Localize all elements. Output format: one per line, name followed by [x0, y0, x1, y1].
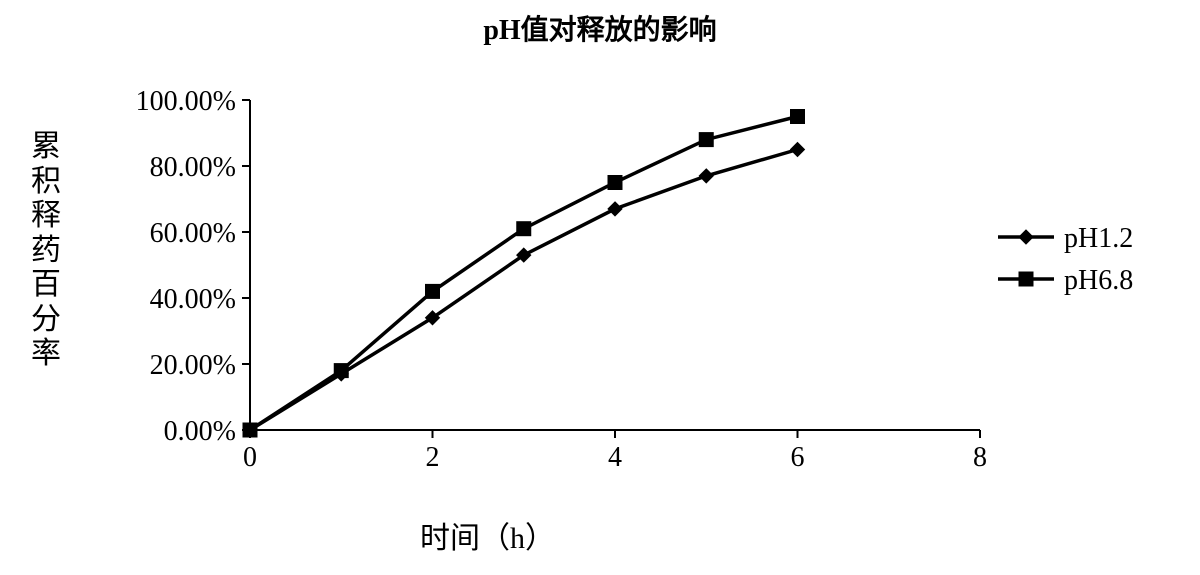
square-marker — [791, 110, 805, 124]
x-tick-label: 0 — [243, 442, 257, 473]
x-tick-label: 6 — [791, 442, 805, 473]
diamond-marker — [608, 202, 622, 216]
square-marker — [608, 176, 622, 190]
x-tick-label: 4 — [608, 442, 622, 473]
y-tick-label: 100.00% — [136, 86, 236, 117]
y-tick-label: 80.00% — [150, 152, 236, 183]
legend-label: pH1.2 — [1064, 223, 1133, 254]
series-line — [250, 150, 798, 431]
diamond-marker — [791, 143, 805, 157]
y-axis-label: 累积释药百分率 — [30, 130, 62, 372]
legend-label: pH6.8 — [1064, 265, 1133, 296]
square-marker — [334, 364, 348, 378]
square-marker — [426, 284, 440, 298]
series-line — [250, 117, 798, 431]
square-marker — [1019, 272, 1033, 286]
diamond-marker — [699, 169, 713, 183]
y-tick-label: 20.00% — [150, 350, 236, 381]
line-chart: 024680.00%20.00%40.00%60.00%80.00%100.00… — [80, 60, 1180, 520]
y-tick-label: 60.00% — [150, 218, 236, 249]
y-tick-label: 40.00% — [150, 284, 236, 315]
chart-container: pH值对释放的影响 累积释药百分率 024680.00%20.00%40.00%… — [0, 0, 1200, 575]
x-tick-label: 8 — [973, 442, 987, 473]
y-tick-label: 0.00% — [164, 416, 236, 447]
square-marker — [243, 423, 257, 437]
x-tick-label: 2 — [426, 442, 440, 473]
square-marker — [517, 222, 531, 236]
square-marker — [699, 133, 713, 147]
chart-title: pH值对释放的影响 — [0, 8, 1200, 48]
x-axis-label: 时间（h） — [420, 513, 555, 557]
diamond-marker — [1019, 230, 1033, 244]
